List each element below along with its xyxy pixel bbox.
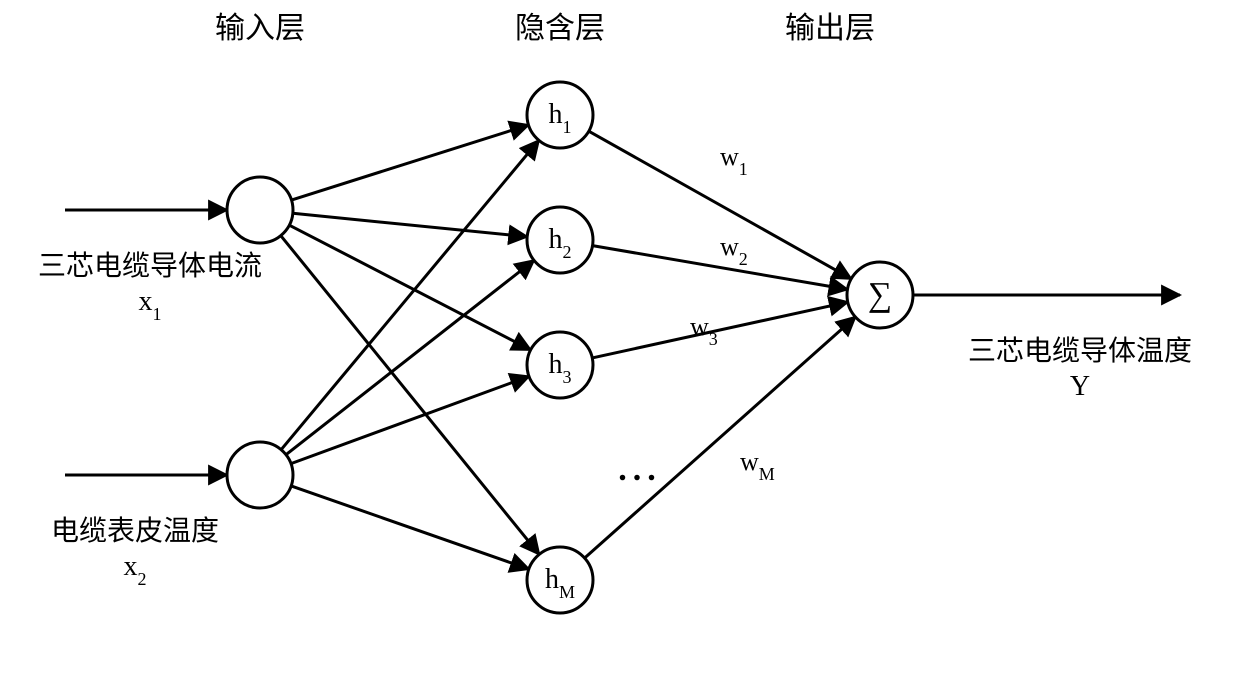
input-node — [227, 177, 293, 243]
output-layer-title: 输出层 — [785, 12, 875, 45]
edge-input-hidden — [293, 213, 527, 236]
labels-group: w1w2w3wMh1h2h3hM∑三芯电缆导体电流x1电缆表皮温度x2三芯电缆导… — [38, 99, 1192, 602]
ellipsis: ... — [618, 451, 662, 488]
edge-hidden-output — [592, 302, 848, 358]
input-desc: 三芯电缆导体电流 — [38, 250, 262, 282]
weight-label: w3 — [690, 312, 718, 349]
sigma-symbol: ∑ — [868, 277, 892, 314]
edge-hidden-output — [585, 317, 856, 558]
hidden-layer-title: 隐含层 — [515, 12, 605, 45]
edge-input-hidden — [281, 236, 539, 555]
input-node — [227, 442, 293, 508]
edge-input-hidden — [289, 225, 530, 350]
weight-label: wM — [740, 447, 775, 484]
nodes-group — [227, 82, 913, 613]
output-desc: 三芯电缆导体温度 — [968, 335, 1192, 367]
input-symbol: x2 — [124, 551, 147, 589]
input-layer-title: 输入层 — [215, 12, 305, 45]
edge-input-hidden — [291, 125, 528, 200]
input-desc: 电缆表皮温度 — [51, 515, 219, 547]
weight-label: w1 — [720, 142, 748, 179]
edge-input-hidden — [291, 376, 529, 463]
output-symbol: Y — [1070, 371, 1090, 402]
weight-label: w2 — [720, 232, 748, 269]
input-symbol: x1 — [139, 286, 162, 324]
neural-network-diagram: 输入层 隐含层 输出层 w1w2w3wMh1h2h3hM∑三芯电缆导体电流x1电… — [0, 0, 1240, 674]
hidden-node — [527, 547, 593, 613]
edge-input-hidden — [281, 140, 539, 449]
